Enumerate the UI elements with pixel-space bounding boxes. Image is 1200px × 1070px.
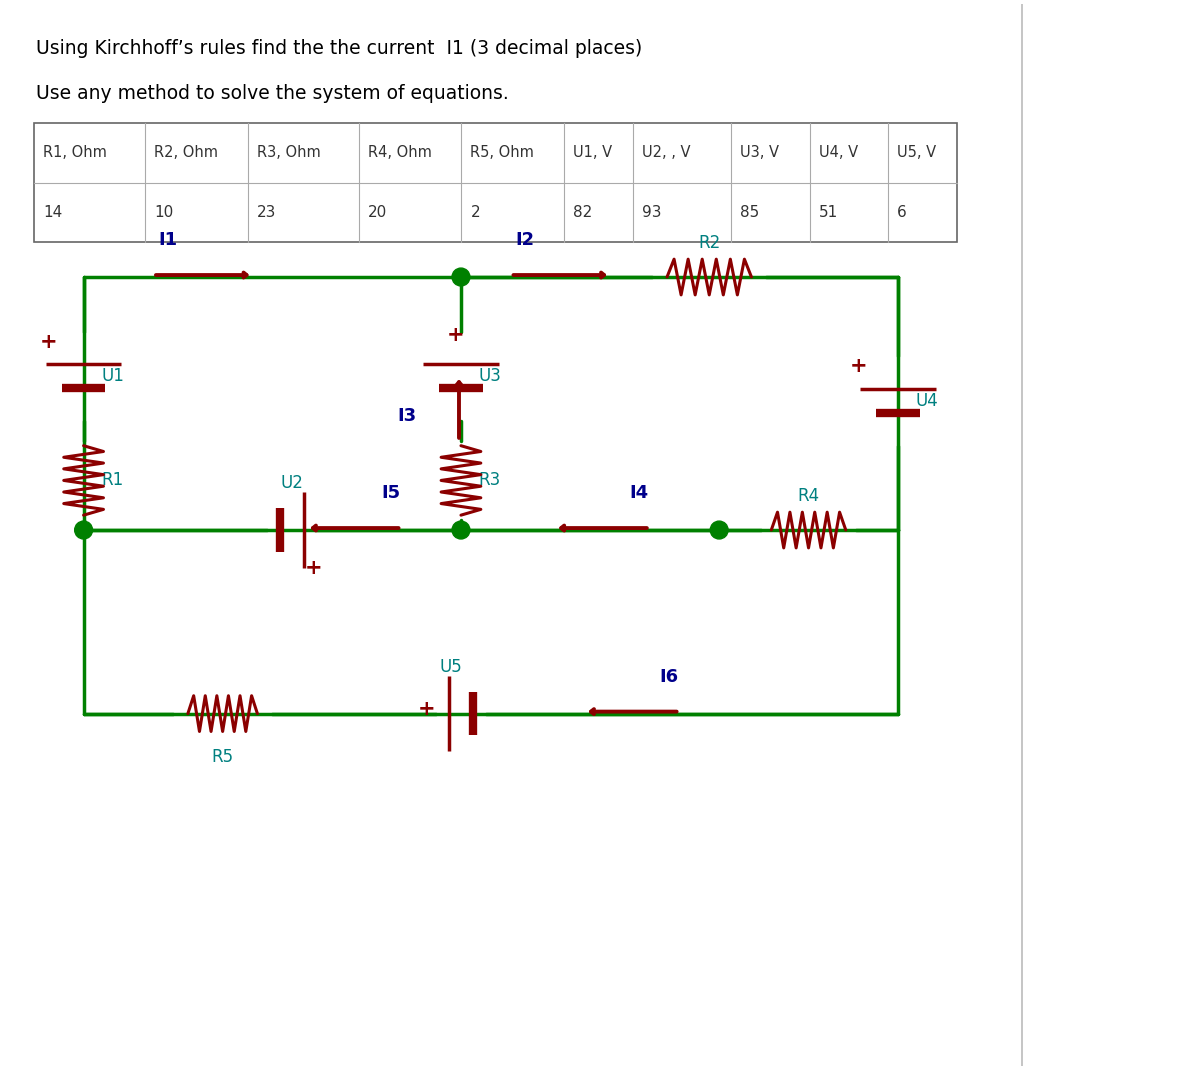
Text: U2, , V: U2, , V	[642, 146, 691, 160]
Text: U1: U1	[102, 367, 125, 385]
Text: Using Kirchhoff’s rules find the the current  I1 (3 decimal places): Using Kirchhoff’s rules find the the cur…	[36, 39, 642, 58]
Text: U3: U3	[479, 367, 502, 385]
Text: I1: I1	[158, 231, 178, 249]
Text: R5: R5	[211, 748, 234, 766]
Text: R5, Ohm: R5, Ohm	[470, 146, 534, 160]
Text: I3: I3	[397, 407, 416, 425]
Text: I5: I5	[382, 485, 401, 502]
Text: Use any method to solve the system of equations.: Use any method to solve the system of eq…	[36, 83, 509, 103]
Text: +: +	[305, 557, 323, 578]
Text: R4: R4	[798, 487, 820, 505]
Text: R2, Ohm: R2, Ohm	[155, 146, 218, 160]
Circle shape	[74, 521, 92, 539]
Circle shape	[710, 521, 728, 539]
Text: 20: 20	[368, 205, 388, 220]
Text: I4: I4	[630, 485, 649, 502]
Text: U5: U5	[439, 658, 462, 676]
Text: U3, V: U3, V	[740, 146, 779, 160]
Text: U4: U4	[916, 392, 938, 410]
Circle shape	[452, 269, 470, 286]
Text: R4, Ohm: R4, Ohm	[368, 146, 432, 160]
Text: R3, Ohm: R3, Ohm	[257, 146, 320, 160]
Text: +: +	[448, 324, 464, 345]
Text: U5, V: U5, V	[896, 146, 936, 160]
Text: R3: R3	[479, 472, 502, 489]
Text: +: +	[40, 332, 58, 352]
Text: 23: 23	[257, 205, 276, 220]
Text: U1, V: U1, V	[572, 146, 612, 160]
Text: R1: R1	[102, 472, 124, 489]
Text: 93: 93	[642, 205, 661, 220]
Text: U2: U2	[281, 474, 304, 492]
Text: +: +	[418, 699, 436, 719]
Text: R1, Ohm: R1, Ohm	[43, 146, 107, 160]
Text: 82: 82	[572, 205, 592, 220]
Text: +: +	[850, 356, 868, 377]
Text: 2: 2	[470, 205, 480, 220]
Text: U4, V: U4, V	[818, 146, 858, 160]
Text: 51: 51	[818, 205, 838, 220]
Bar	[34, 123, 958, 242]
Text: R2: R2	[698, 234, 720, 253]
Circle shape	[452, 521, 470, 539]
Text: 85: 85	[740, 205, 760, 220]
Text: I2: I2	[516, 231, 535, 249]
Text: 6: 6	[896, 205, 907, 220]
Text: 10: 10	[155, 205, 174, 220]
Text: I6: I6	[660, 668, 679, 686]
Text: 14: 14	[43, 205, 62, 220]
